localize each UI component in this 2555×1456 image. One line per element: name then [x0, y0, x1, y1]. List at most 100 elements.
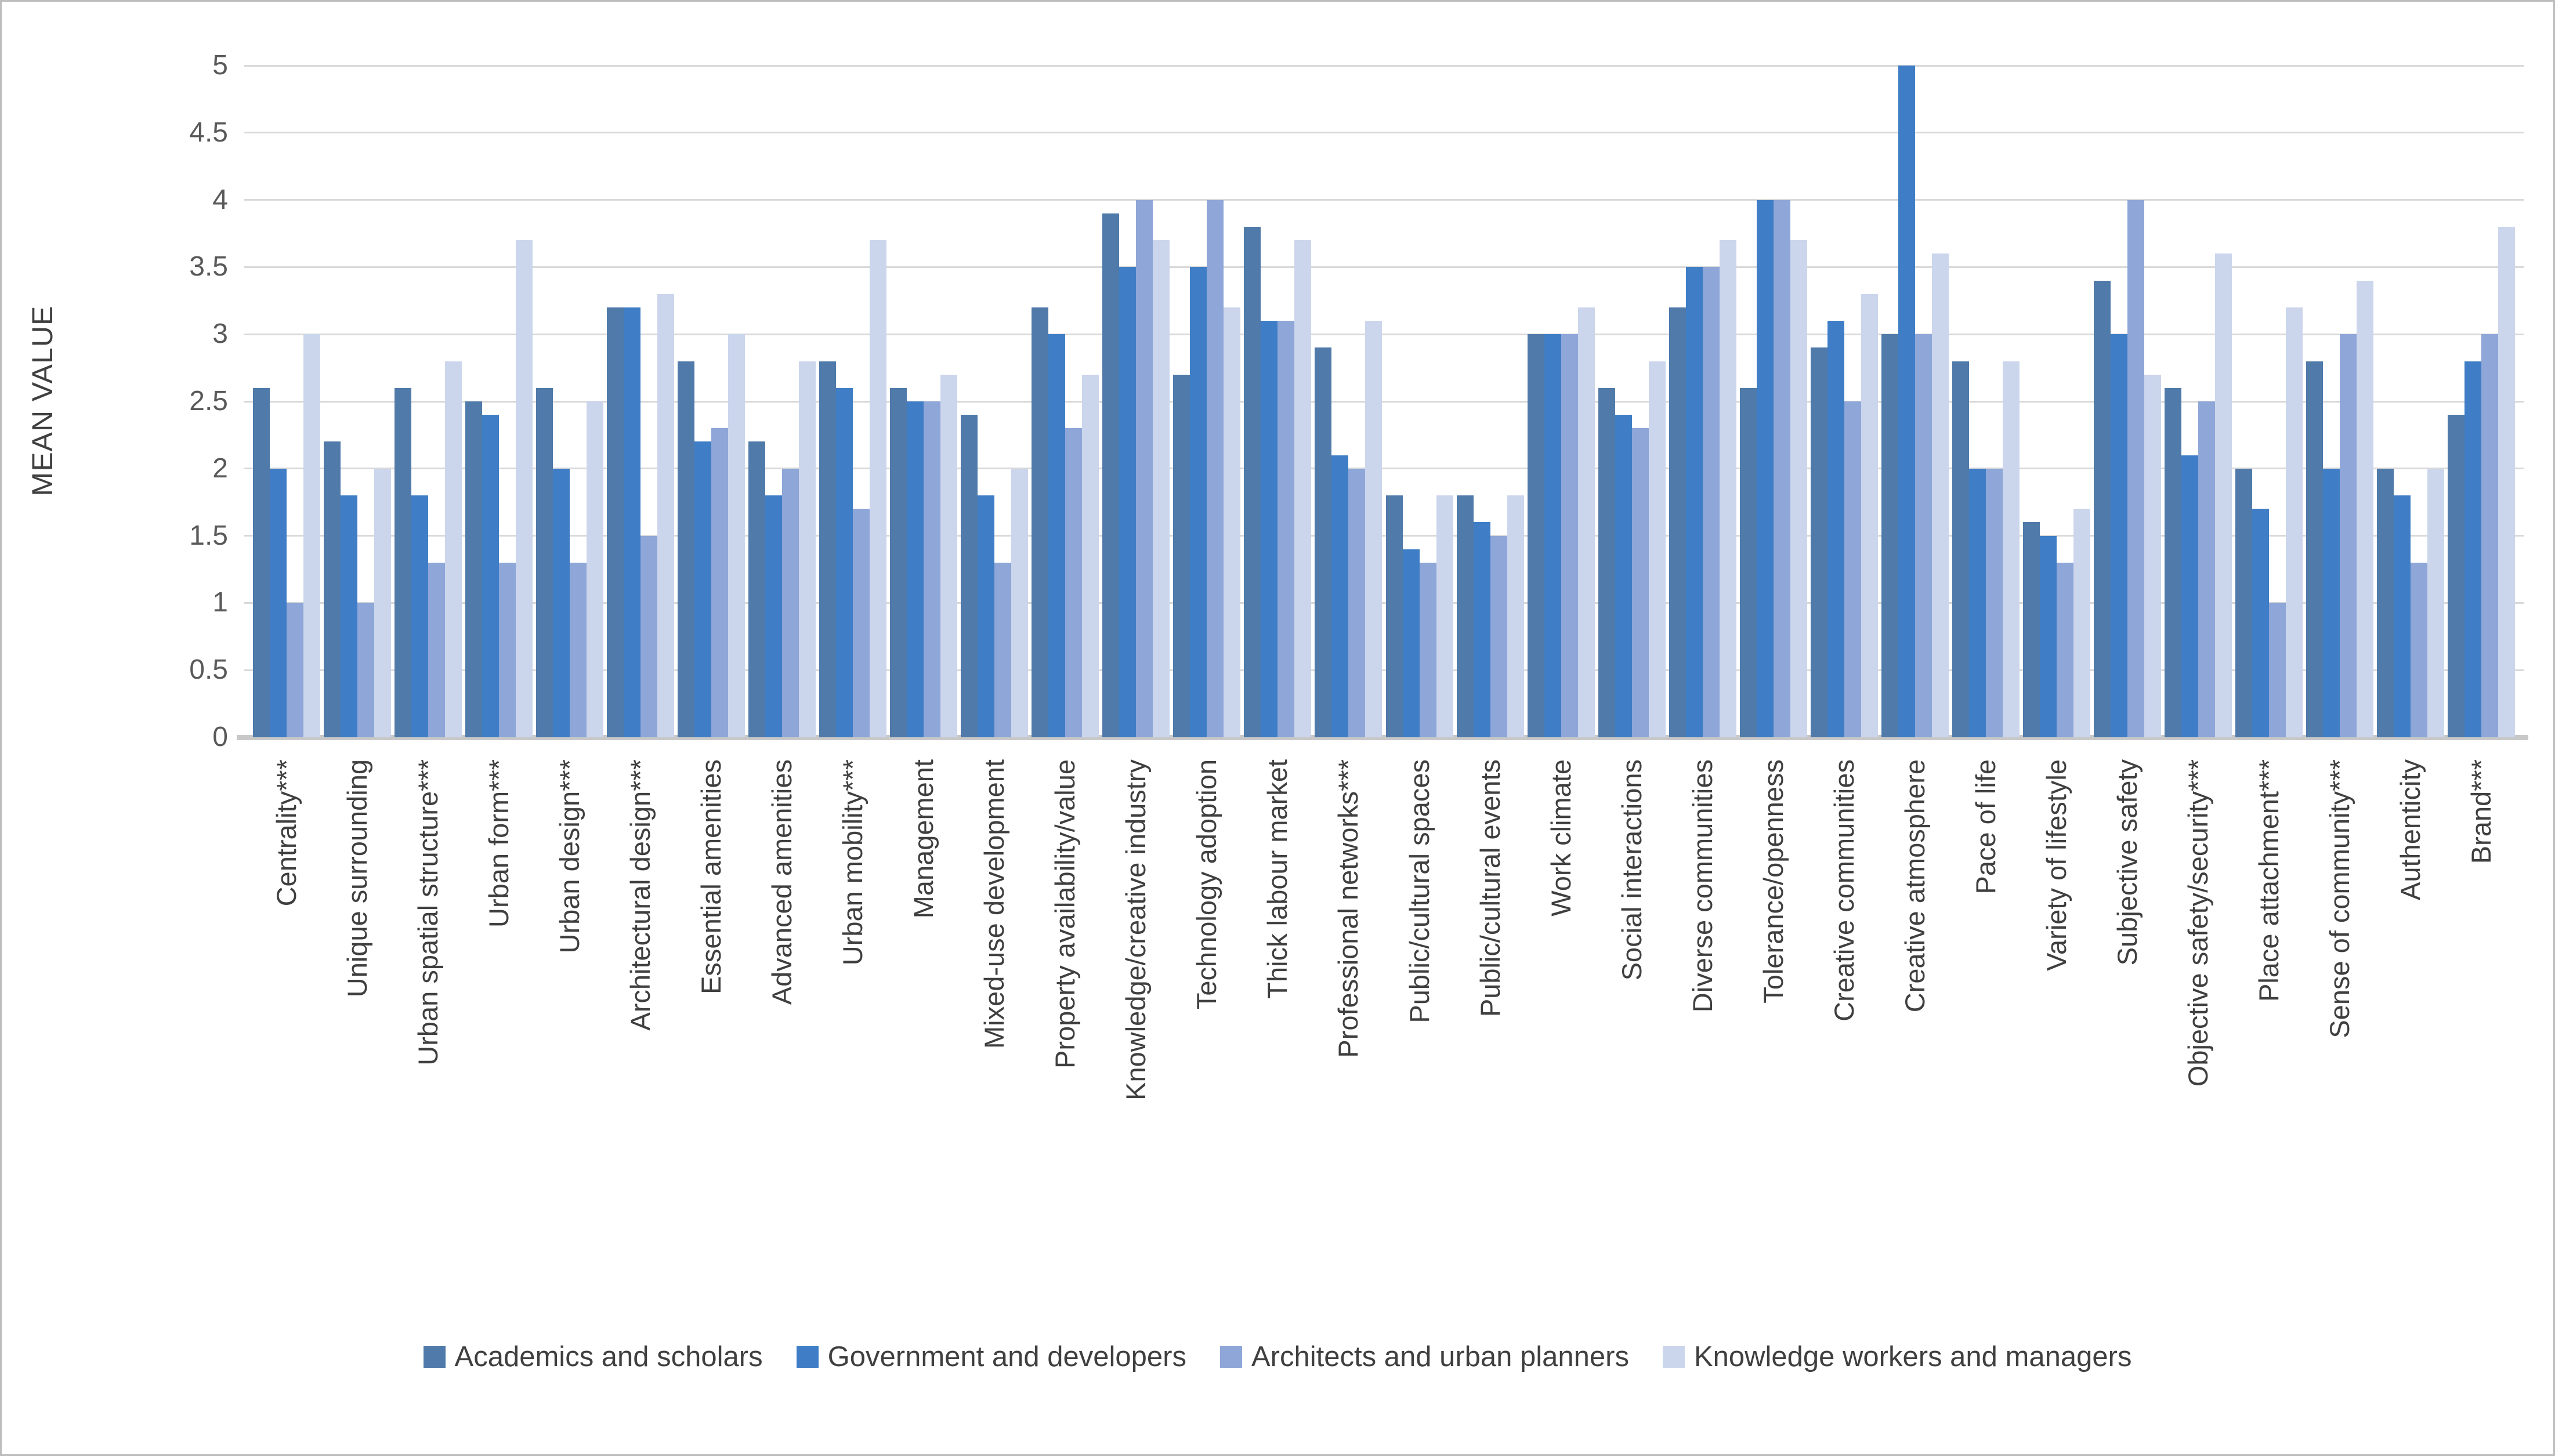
bar-academics-and-scholars	[1032, 307, 1049, 737]
bar-architects-and-urban-planners	[1065, 428, 1083, 737]
bar-knowledge-workers-and-managers	[2214, 253, 2232, 737]
category-label: Sense of community***	[2324, 759, 2355, 1038]
bar-government-and-developers	[765, 495, 783, 737]
bar-knowledge-workers-and-managers	[1507, 495, 1524, 737]
bar-knowledge-workers-and-managers	[2356, 280, 2373, 737]
bar-academics-and-scholars	[536, 387, 553, 737]
bar-architects-and-urban-planners	[570, 562, 587, 737]
bar-knowledge-workers-and-managers	[587, 401, 604, 737]
category-label: Architectural design***	[625, 759, 656, 1031]
bar-government-and-developers	[2181, 455, 2198, 737]
legend-item: Knowledge workers and managers	[1662, 1341, 2131, 1373]
legend-item: Government and developers	[796, 1341, 1186, 1373]
category-label: Pace of life	[1970, 759, 2001, 894]
bar-government-and-developers	[1968, 468, 1986, 737]
category-label: Brand***	[2465, 759, 2496, 864]
bar-academics-and-scholars	[748, 441, 766, 737]
bar-academics-and-scholars	[2093, 280, 2111, 737]
category-label: Public/cultural events	[1474, 759, 1506, 1017]
bar-academics-and-scholars	[819, 361, 837, 737]
bar-academics-and-scholars	[465, 401, 483, 737]
y-axis-title: MEAN VALUE	[26, 305, 59, 497]
category-label: Essential amenities	[696, 759, 727, 994]
category-label: Public/cultural spaces	[1403, 759, 1435, 1023]
y-tick-label: 1	[212, 587, 228, 618]
bar-architects-and-urban-planners	[1773, 200, 1790, 737]
legend-swatch-icon	[1219, 1346, 1242, 1368]
bar-knowledge-workers-and-managers	[1719, 240, 1736, 737]
bar-government-and-developers	[1261, 321, 1278, 737]
bar-architects-and-urban-planners	[357, 603, 375, 737]
bar-academics-and-scholars	[961, 415, 978, 737]
category-label: Property availability/value	[1049, 759, 1081, 1069]
bar-architects-and-urban-planners	[1561, 334, 1578, 737]
bar-knowledge-workers-and-managers	[2002, 361, 2020, 737]
bar-architects-and-urban-planners	[1490, 535, 1507, 737]
bar-knowledge-workers-and-managers	[2144, 374, 2161, 737]
legend: Academics and scholars Government and dev…	[2, 1341, 2553, 1373]
bar-government-and-developers	[1544, 334, 1561, 737]
gridline	[244, 64, 2524, 67]
y-tick-label: 4.5	[189, 117, 228, 148]
bar-academics-and-scholars	[1456, 495, 1474, 737]
bar-architects-and-urban-planners	[1419, 562, 1436, 737]
y-tick-label: 3	[212, 318, 228, 350]
legend-swatch-icon	[423, 1346, 446, 1368]
bar-architects-and-urban-planners	[994, 562, 1012, 737]
legend-label: Academics and scholars	[454, 1341, 763, 1372]
bar-architects-and-urban-planners	[2056, 562, 2073, 737]
x-axis-line	[237, 735, 2528, 740]
y-tick-label: 5	[212, 50, 228, 81]
bar-knowledge-workers-and-managers	[1436, 495, 1453, 737]
bar-architects-and-urban-planners	[1702, 267, 1720, 737]
category-label: Unique surrounding	[342, 759, 373, 998]
bar-knowledge-workers-and-managers	[799, 361, 816, 737]
bar-knowledge-workers-and-managers	[2285, 307, 2303, 737]
bar-architects-and-urban-planners	[1985, 468, 2003, 737]
bar-knowledge-workers-and-managers	[1365, 321, 1383, 737]
bar-knowledge-workers-and-managers	[2427, 468, 2444, 737]
bar-academics-and-scholars	[253, 387, 270, 737]
bar-academics-and-scholars	[890, 387, 907, 737]
bar-knowledge-workers-and-managers	[1224, 307, 1241, 737]
category-label: Work climate	[1545, 759, 1576, 917]
bar-government-and-developers	[2110, 334, 2127, 737]
bar-architects-and-urban-planners	[782, 468, 799, 737]
bar-government-and-developers	[907, 401, 924, 737]
bar-government-and-developers	[1827, 321, 1844, 737]
y-tick-label: 2.5	[189, 386, 228, 416]
bar-academics-and-scholars	[2022, 522, 2040, 737]
bar-architects-and-urban-planners	[2268, 603, 2286, 737]
bar-government-and-developers	[270, 468, 287, 737]
bar-government-and-developers	[341, 495, 358, 737]
y-tick-label: 4	[212, 184, 228, 215]
bar-architects-and-urban-planners	[2410, 562, 2427, 737]
category-label: Social interactions	[1616, 759, 1647, 981]
bar-academics-and-scholars	[607, 307, 624, 737]
bar-government-and-developers	[1190, 267, 1207, 737]
bar-government-and-developers	[836, 387, 853, 737]
bar-knowledge-workers-and-managers	[2498, 226, 2515, 737]
legend-label: Architects and urban planners	[1251, 1341, 1629, 1372]
bar-knowledge-workers-and-managers	[728, 334, 745, 737]
y-tick-label: 2	[212, 452, 228, 484]
bar-architects-and-urban-planners	[711, 428, 729, 737]
gridline	[244, 602, 2524, 604]
bar-government-and-developers	[482, 415, 500, 737]
category-label: Diverse communities	[1687, 759, 1718, 1013]
bar-knowledge-workers-and-managers	[445, 361, 462, 737]
bar-architects-and-urban-planners	[1348, 468, 1366, 737]
bar-government-and-developers	[624, 307, 641, 737]
bar-architects-and-urban-planners	[2198, 401, 2215, 737]
category-label: Authenticity	[2394, 759, 2426, 900]
y-tick-label: 1.5	[189, 520, 228, 551]
y-tick-label: 0.5	[189, 654, 228, 686]
bar-architects-and-urban-planners	[428, 562, 446, 737]
bar-architects-and-urban-planners	[287, 603, 304, 737]
bar-knowledge-workers-and-managers	[2073, 509, 2090, 737]
category-label: Variety of lifestyle	[2040, 759, 2072, 971]
bar-architects-and-urban-planners	[924, 401, 941, 737]
legend-swatch-icon	[796, 1346, 819, 1368]
legend-label: Government and developers	[827, 1341, 1186, 1372]
bar-knowledge-workers-and-managers	[1931, 253, 1949, 737]
